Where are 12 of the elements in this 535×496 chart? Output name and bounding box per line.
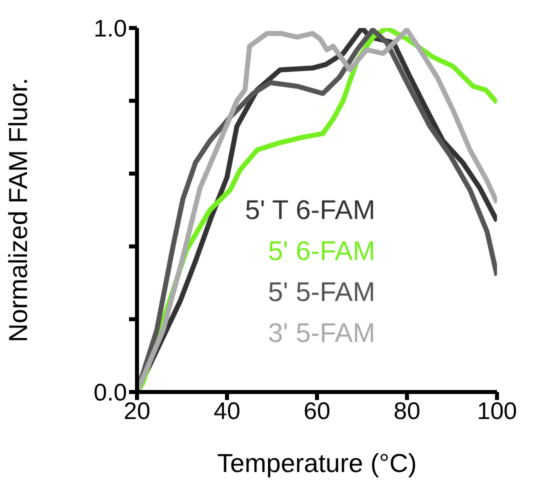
x-tick-label: 80: [394, 398, 420, 426]
text: 5' 6-FAM: [267, 235, 376, 268]
text: 5' 5-FAM: [267, 276, 376, 309]
text: 3' 5-FAM: [267, 317, 376, 350]
x-tick-label: 60: [304, 398, 330, 426]
x-axis-title: Temperature (°C): [217, 448, 417, 478]
x-tick-label: 40: [214, 398, 240, 426]
series-label: 5' T 6-FAM: [245, 194, 376, 227]
x-tick-label: 20: [124, 398, 150, 426]
y-axis-title: Normalized FAM Fluor.: [3, 78, 34, 342]
x-tick-label: 100: [476, 398, 518, 426]
y-tick-label: 1.0: [94, 16, 127, 43]
